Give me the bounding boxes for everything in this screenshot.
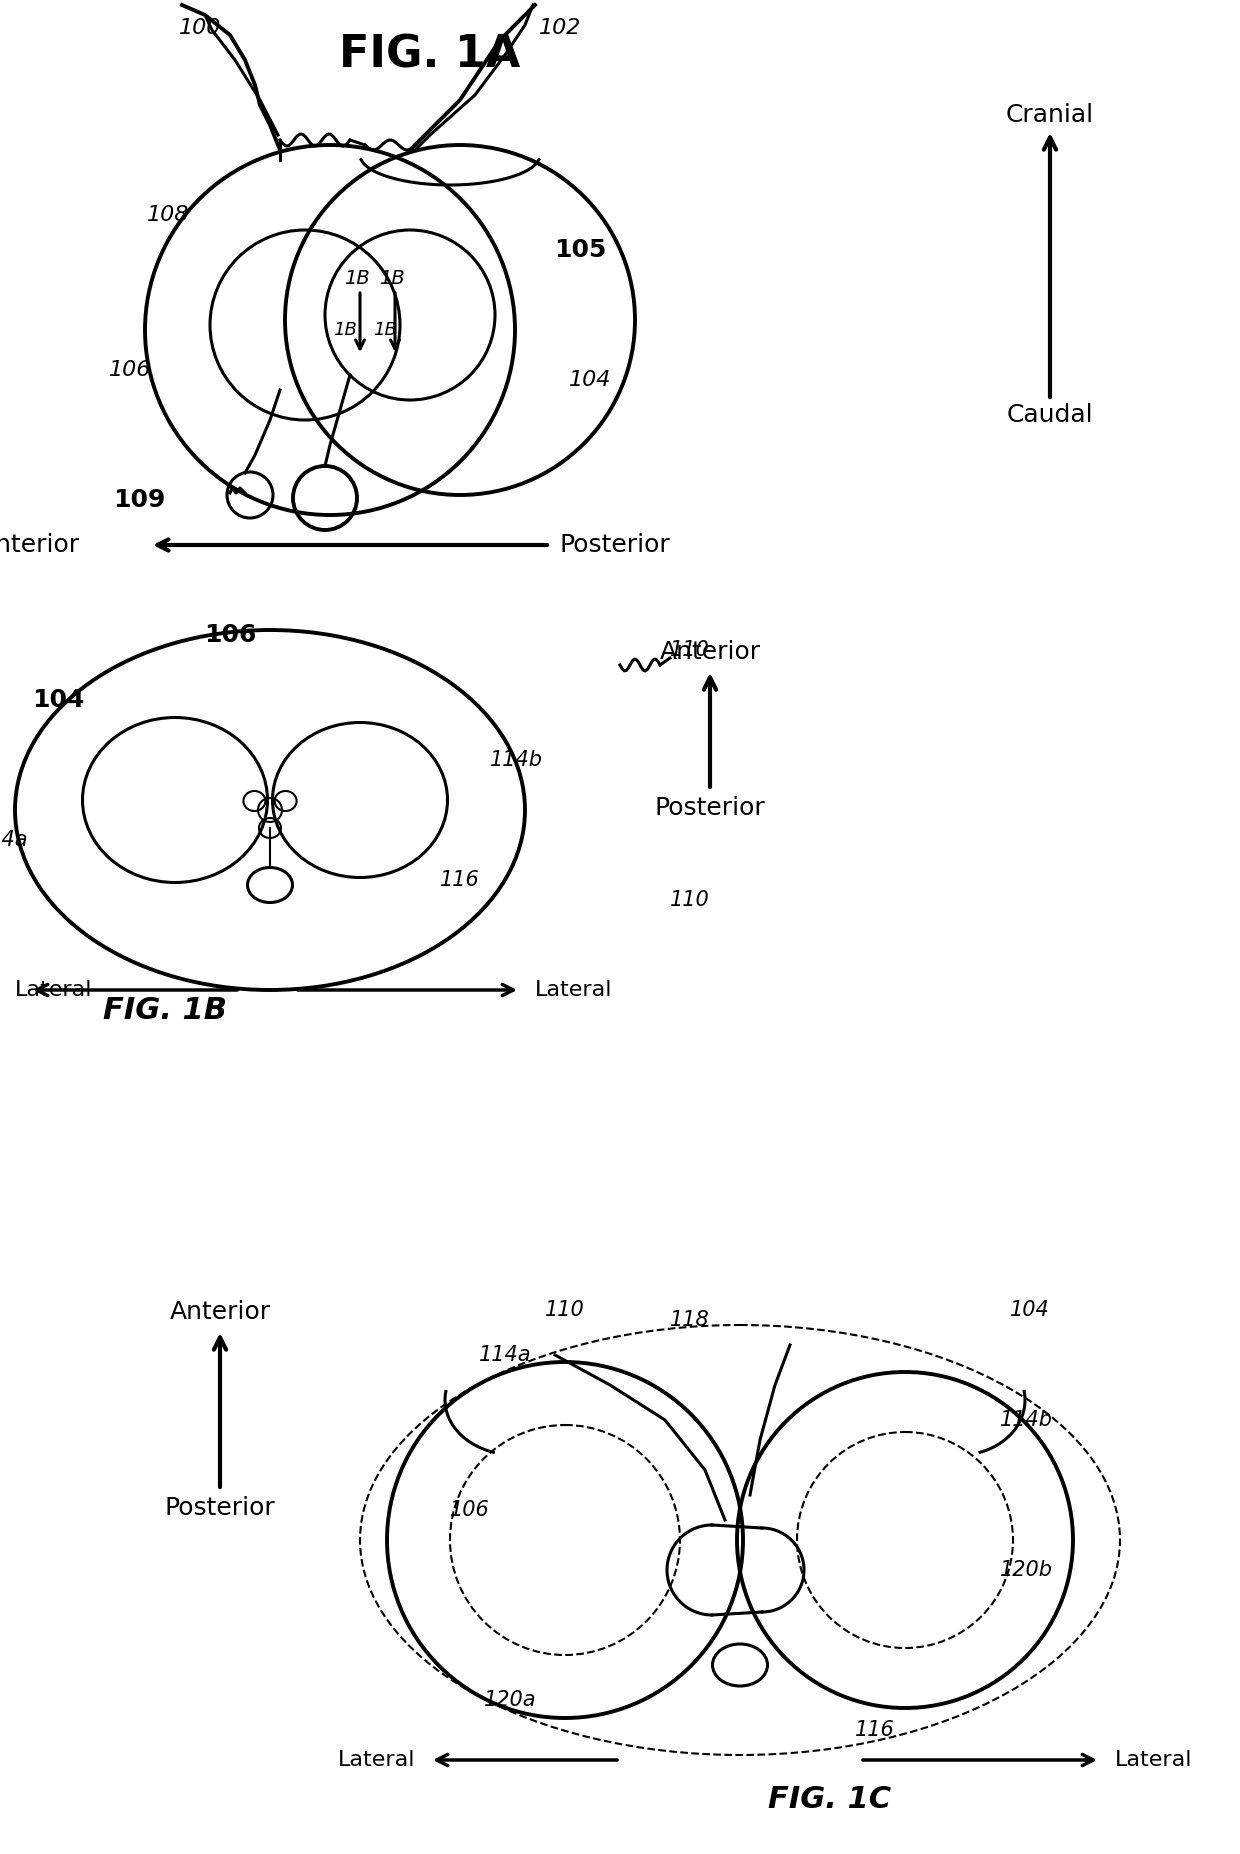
Text: 109: 109 <box>113 488 165 512</box>
Text: 104: 104 <box>1011 1300 1050 1320</box>
Text: 118: 118 <box>670 1311 709 1329</box>
Text: 114b: 114b <box>999 1411 1053 1429</box>
Text: 108: 108 <box>146 206 190 224</box>
Text: 106: 106 <box>203 623 257 647</box>
Text: 114b: 114b <box>490 751 543 769</box>
Text: Posterior: Posterior <box>655 795 765 819</box>
Text: 116: 116 <box>440 870 480 890</box>
Text: 1B: 1B <box>379 269 405 287</box>
Text: Cranial: Cranial <box>1006 104 1094 128</box>
Text: Lateral: Lateral <box>1115 1750 1193 1771</box>
Text: 110: 110 <box>670 890 709 910</box>
Text: FIG. 1C: FIG. 1C <box>769 1785 892 1815</box>
Text: 110: 110 <box>546 1300 585 1320</box>
Text: 104: 104 <box>569 371 611 389</box>
Text: Anterior: Anterior <box>660 640 760 664</box>
Text: FIG. 1B: FIG. 1B <box>103 996 227 1025</box>
Text: Posterior: Posterior <box>560 532 671 556</box>
Text: 104: 104 <box>32 688 84 712</box>
Text: 110: 110 <box>670 640 709 660</box>
Text: Posterior: Posterior <box>165 1496 275 1520</box>
Text: 102: 102 <box>539 19 582 37</box>
Text: 1B: 1B <box>373 321 397 339</box>
Text: Lateral: Lateral <box>15 981 93 999</box>
Text: 106: 106 <box>109 360 151 380</box>
Text: 1B: 1B <box>334 321 357 339</box>
Text: 116: 116 <box>856 1721 895 1741</box>
Text: Caudal: Caudal <box>1007 402 1094 426</box>
Text: Anterior: Anterior <box>170 1300 270 1324</box>
Text: 106: 106 <box>450 1500 490 1520</box>
Text: Anterior: Anterior <box>0 532 81 556</box>
Text: 105: 105 <box>554 237 606 261</box>
Text: 114a: 114a <box>479 1344 531 1365</box>
Text: 114a: 114a <box>0 831 29 849</box>
Text: 100: 100 <box>179 19 221 37</box>
Text: 120b: 120b <box>999 1559 1053 1580</box>
Text: 1B: 1B <box>345 269 370 287</box>
Text: Lateral: Lateral <box>534 981 613 999</box>
Text: FIG. 1A: FIG. 1A <box>340 33 521 76</box>
Text: 120a: 120a <box>484 1691 536 1709</box>
Text: Lateral: Lateral <box>337 1750 415 1771</box>
